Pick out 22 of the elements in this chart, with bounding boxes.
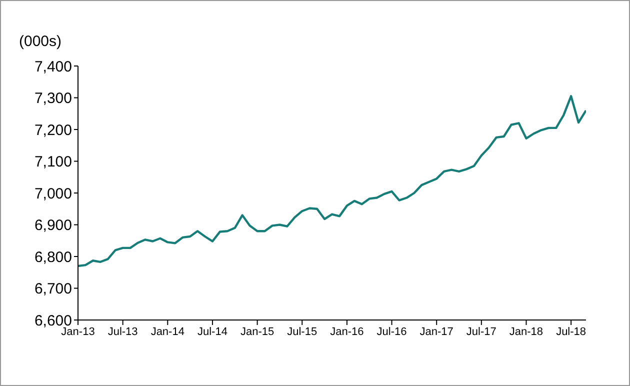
y-tick-label: 7,200	[34, 122, 72, 139]
y-tick-label: 7,400	[34, 58, 72, 76]
x-tick-label: Jan-18	[509, 326, 544, 338]
x-tick-label: Jan-13	[61, 326, 95, 338]
y-tick-label: 7,000	[34, 185, 72, 202]
x-tick-label: Jan-17	[420, 326, 454, 338]
y-tick-label: 6,800	[34, 248, 72, 266]
y-axis-title: (000s)	[19, 33, 62, 50]
x-tick-label: Jul-18	[556, 326, 586, 338]
x-tick-label: Jul-14	[197, 326, 228, 338]
y-tick-label: 6,700	[34, 280, 72, 298]
x-tick-label: Jan-15	[240, 326, 274, 338]
y-tick-label: 7,300	[34, 90, 72, 108]
x-tick-label: Jul-16	[376, 326, 407, 338]
x-tick-label: Jan-14	[150, 326, 184, 338]
x-tick-label: Jan-16	[330, 326, 364, 338]
x-tick-label: Jul-15	[287, 326, 318, 338]
x-tick-label: Jul-17	[466, 326, 496, 338]
y-tick-label: 6,900	[34, 217, 72, 234]
x-tick-label: Jul-13	[108, 326, 138, 338]
line-series	[78, 95, 586, 268]
y-tick-label: 7,100	[34, 154, 72, 171]
